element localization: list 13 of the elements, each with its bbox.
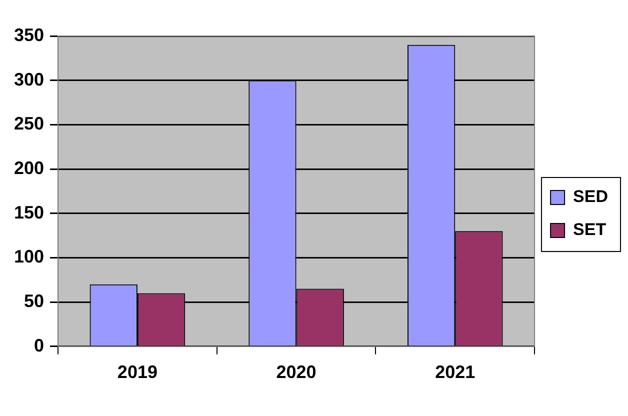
x-tick-label: 2019: [117, 362, 158, 382]
legend-label: SET: [573, 220, 607, 240]
y-tick-label: 350: [14, 24, 44, 45]
y-tick-label: 250: [14, 114, 44, 134]
legend-label: SED: [573, 187, 608, 206]
x-tick-label: 2020: [276, 362, 316, 382]
y-tick-label: 150: [14, 202, 44, 222]
y-tick-label: 50: [24, 291, 44, 312]
y-tick-label: 300: [14, 69, 44, 90]
y-tick-label: 200: [14, 158, 44, 178]
y-tick-label: 0: [34, 335, 44, 356]
x-tick-label: 2021: [435, 362, 476, 382]
y-tick-label: 100: [14, 246, 44, 267]
